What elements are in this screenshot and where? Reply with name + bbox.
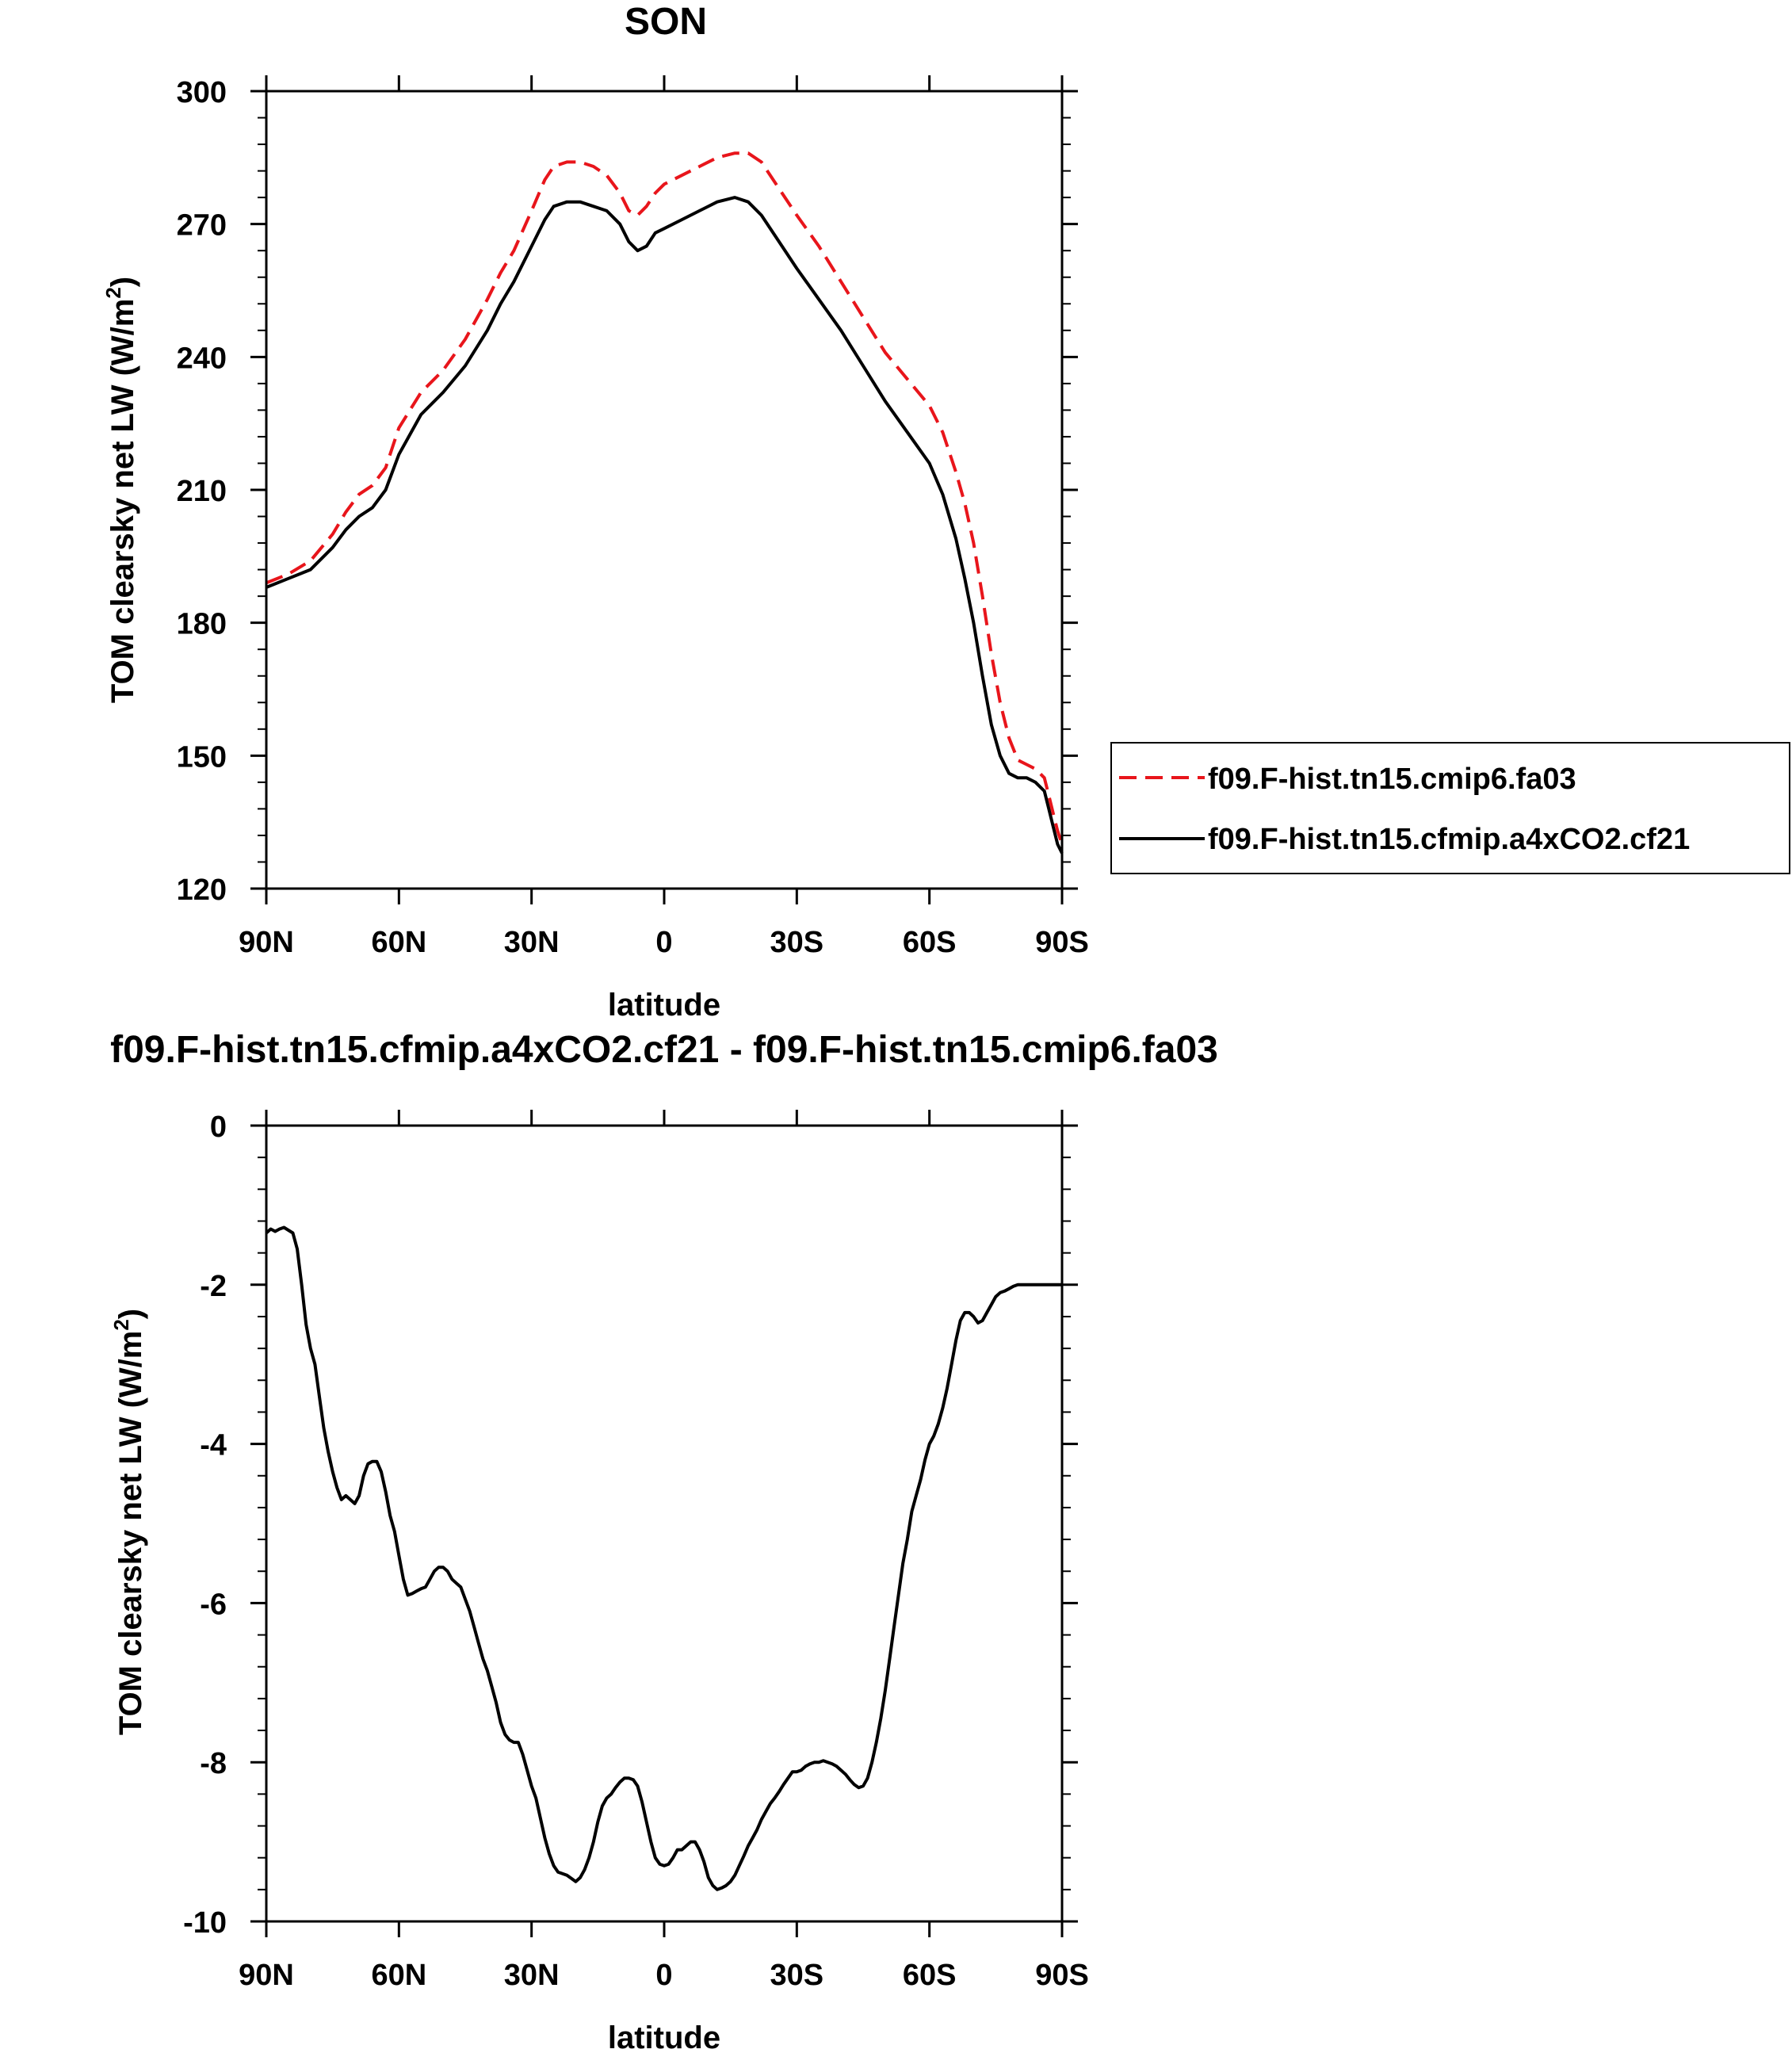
x-axis-ticks: 90N 60N 30N 0 30S 60S 90S: [239, 1110, 1089, 1992]
x-tick-label: 60S: [903, 926, 957, 959]
series-line-0: [266, 151, 1064, 845]
x-axis-ticks: 90N 60N 30N 0 30S 60S 90S: [239, 75, 1089, 959]
x-tick-label: 30S: [770, 926, 824, 959]
x-tick-label: 30S: [770, 1959, 824, 1992]
y-tick-label: -6: [200, 1588, 227, 1621]
y-axis-label-close: ): [113, 1309, 148, 1319]
legend: f09.F-hist.tn15.cmip6.fa03 f09.F-hist.tn…: [1110, 742, 1790, 874]
x-tick-label: 30N: [504, 1959, 560, 1992]
x-tick-label: 90S: [1035, 1959, 1089, 1992]
y-tick-label: -10: [183, 1906, 227, 1940]
x-tick-label: 0: [655, 926, 672, 959]
y-tick-label: 240: [177, 342, 227, 375]
y-axis-ticks: 120 150 180 210 240 270 300: [177, 76, 1078, 907]
y-tick-label: 180: [177, 608, 227, 641]
chart-title: f09.F-hist.tn15.cfmip.a4xCO2.cf21 - f09.…: [110, 1029, 1218, 1071]
x-tick-label: 60N: [371, 1959, 426, 1992]
y-axis-label-sup: 2: [101, 287, 125, 298]
x-tick-label: 60S: [903, 1959, 957, 1992]
x-tick-label: 30N: [504, 926, 560, 959]
series-lines: [265, 1225, 1062, 1891]
chart-title: SON: [625, 1, 707, 43]
y-tick-label: 0: [210, 1111, 227, 1144]
series-line-0: [265, 1225, 1062, 1891]
y-tick-label: 120: [177, 874, 227, 907]
x-axis-label: latitude: [608, 2021, 720, 2053]
y-axis-label-close: ): [105, 277, 140, 287]
panel-top: SON 120 150 180 210 240 270 300 90N 60N 30N 0 30S 6…: [101, 1, 1790, 1023]
y-tick-label: 150: [177, 740, 227, 774]
y-minor-ticks: [258, 1156, 1071, 1891]
y-axis-label-sup: 2: [109, 1319, 133, 1330]
x-tick-label: 0: [655, 1959, 672, 1992]
legend-label-1: f09.F-hist.tn15.cfmip.a4xCO2.cf21: [1208, 823, 1690, 856]
legend-box: [1110, 742, 1790, 874]
y-tick-label: -4: [200, 1429, 227, 1462]
x-tick-label: 90S: [1035, 926, 1089, 959]
plot-frame: [265, 1124, 1064, 1923]
x-tick-label: 90N: [239, 1959, 294, 1992]
x-tick-label: 60N: [371, 926, 426, 959]
series-line-1: [266, 196, 1064, 854]
plot-frame: [265, 90, 1064, 890]
y-axis-label-text: TOM clearsky net LW (W/m: [105, 299, 140, 704]
panel-bottom: f09.F-hist.tn15.cfmip.a4xCO2.cf21 - f09.…: [109, 1029, 1218, 2053]
y-tick-label: 210: [177, 475, 227, 508]
series-lines: [266, 151, 1064, 854]
y-tick-label: -2: [200, 1270, 227, 1303]
y-minor-ticks: [258, 117, 1071, 863]
y-axis-label: TOM clearsky net LW (W/m2): [101, 277, 140, 703]
y-axis-ticks: -10 -8 -6 -4 -2 0: [183, 1111, 1078, 1940]
x-axis-label: latitude: [608, 988, 720, 1023]
y-axis-label: TOM clearsky net LW (W/m2): [109, 1309, 148, 1735]
legend-label-0: f09.F-hist.tn15.cmip6.fa03: [1208, 763, 1576, 796]
y-tick-label: 300: [177, 76, 227, 109]
y-tick-label: -8: [200, 1747, 227, 1780]
x-tick-label: 90N: [239, 926, 294, 959]
y-tick-label: 270: [177, 209, 227, 243]
y-axis-label-text: TOM clearsky net LW (W/m: [113, 1331, 148, 1736]
